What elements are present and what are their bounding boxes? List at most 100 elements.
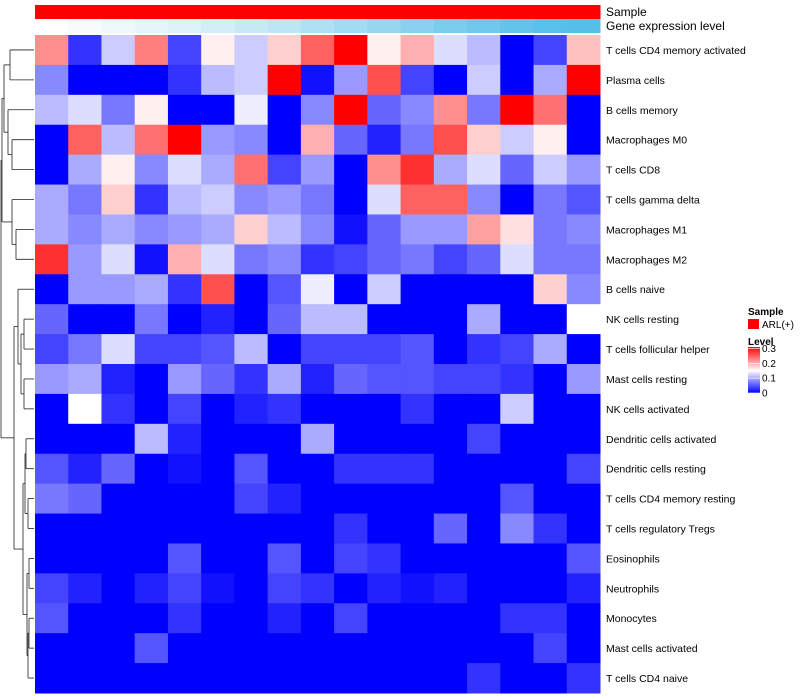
heatmap-cell	[433, 244, 468, 275]
heatmap-cell	[134, 244, 169, 275]
heatmap-cell	[400, 274, 435, 305]
heatmap-cell	[367, 633, 402, 664]
heatmap-cell	[367, 483, 402, 515]
heatmap-cell	[68, 453, 102, 485]
heatmap-cell	[234, 184, 269, 215]
heatmap-cell	[267, 663, 302, 694]
heatmap-cell	[433, 35, 468, 66]
heatmap-cell	[300, 214, 335, 245]
heatmap-cell	[68, 334, 102, 365]
annotation-label: Gene expression level	[606, 19, 725, 33]
heatmap-cell	[334, 633, 368, 664]
heatmap-cell	[467, 64, 501, 96]
heatmap-cell	[334, 274, 368, 305]
heatmap-cell	[234, 35, 269, 66]
heatmap-cell	[101, 543, 136, 574]
annotation-cell	[400, 33, 435, 35]
heatmap-cell	[134, 543, 169, 574]
row-label: T cells CD4 memory resting	[606, 494, 735, 506]
heatmap-cell	[467, 154, 501, 186]
heatmap-cell	[300, 35, 335, 66]
heatmap-cell	[400, 35, 435, 66]
heatmap-cell	[566, 124, 601, 156]
heatmap-cell	[35, 364, 69, 395]
annotation-cell	[68, 5, 102, 19]
annotation-cell	[300, 19, 335, 33]
heatmap-cell	[533, 663, 568, 694]
heatmap-cell	[467, 483, 501, 515]
heatmap-cell	[134, 304, 169, 335]
heatmap-cell	[433, 573, 468, 604]
heatmap-cell	[35, 603, 69, 634]
row-label: Mast cells resting	[606, 374, 687, 386]
heatmap-cell	[533, 603, 568, 634]
heatmap-cell	[167, 64, 202, 96]
heatmap-cell	[433, 453, 468, 485]
heatmap-cell	[234, 393, 269, 425]
heatmap-cell	[433, 513, 468, 544]
heatmap-cell	[467, 35, 501, 66]
heatmap-cell	[267, 184, 302, 215]
heatmap-cell	[400, 393, 435, 425]
heatmap-cell	[101, 423, 136, 455]
heatmap-cell	[234, 304, 269, 335]
heatmap-cell	[367, 513, 402, 544]
heatmap-cell	[234, 663, 269, 694]
heatmap-cell	[400, 334, 435, 365]
annotation-cell	[433, 33, 468, 35]
heatmap-cell	[267, 214, 302, 245]
heatmap-cell	[467, 364, 501, 395]
heatmap-cell	[500, 274, 535, 305]
heatmap-cell	[68, 184, 102, 215]
heatmap-cell	[566, 663, 601, 694]
annotation-cell	[467, 19, 501, 33]
heatmap-cell	[167, 633, 202, 664]
heatmap-cell	[300, 393, 335, 425]
annotation-cell	[101, 19, 136, 33]
heatmap-cell	[201, 633, 235, 664]
heatmap-cell	[167, 304, 202, 335]
heatmap-cell	[68, 64, 102, 96]
heatmap-cell	[334, 364, 368, 395]
heatmap-cell	[101, 663, 136, 694]
annotation-cell	[334, 5, 368, 19]
heatmap-cell	[467, 393, 501, 425]
heatmap-cell	[234, 64, 269, 96]
heatmap-cell	[500, 543, 535, 574]
heatmap-cell	[134, 35, 169, 66]
heatmap-cell	[68, 124, 102, 156]
heatmap-cell	[533, 154, 568, 186]
heatmap-cell	[500, 154, 535, 186]
heatmap-cell	[101, 274, 136, 305]
heatmap-cell	[566, 35, 601, 66]
row-label: T cells follicular helper	[606, 344, 710, 356]
annotation-cell	[400, 5, 435, 19]
heatmap-cell	[566, 274, 601, 305]
heatmap-cell	[300, 124, 335, 156]
heatmap-cell	[35, 184, 69, 215]
heatmap-cell	[467, 94, 501, 126]
row-label: B cells memory	[606, 105, 679, 117]
heatmap-cell	[566, 334, 601, 365]
heatmap-cell	[201, 543, 235, 574]
heatmap-cell	[433, 184, 468, 215]
heatmap-cell	[400, 124, 435, 156]
annotation-cell	[300, 33, 335, 35]
heatmap-cell	[533, 214, 568, 245]
heatmap-cell	[234, 453, 269, 485]
heatmap-cell	[35, 124, 69, 156]
row-label: Dendritic cells activated	[606, 434, 716, 446]
heatmap-cell	[234, 274, 269, 305]
heatmap-cell	[467, 663, 501, 694]
heatmap-cell	[533, 244, 568, 275]
heatmap-cell	[400, 94, 435, 126]
heatmap-cell	[400, 573, 435, 604]
heatmap-cell	[101, 633, 136, 664]
heatmap-cell	[35, 393, 69, 425]
heatmap-cell	[334, 393, 368, 425]
heatmap-cell	[400, 64, 435, 96]
heatmap-cell	[400, 214, 435, 245]
row-label: Macrophages M2	[606, 254, 687, 266]
heatmap-cell	[134, 483, 169, 515]
